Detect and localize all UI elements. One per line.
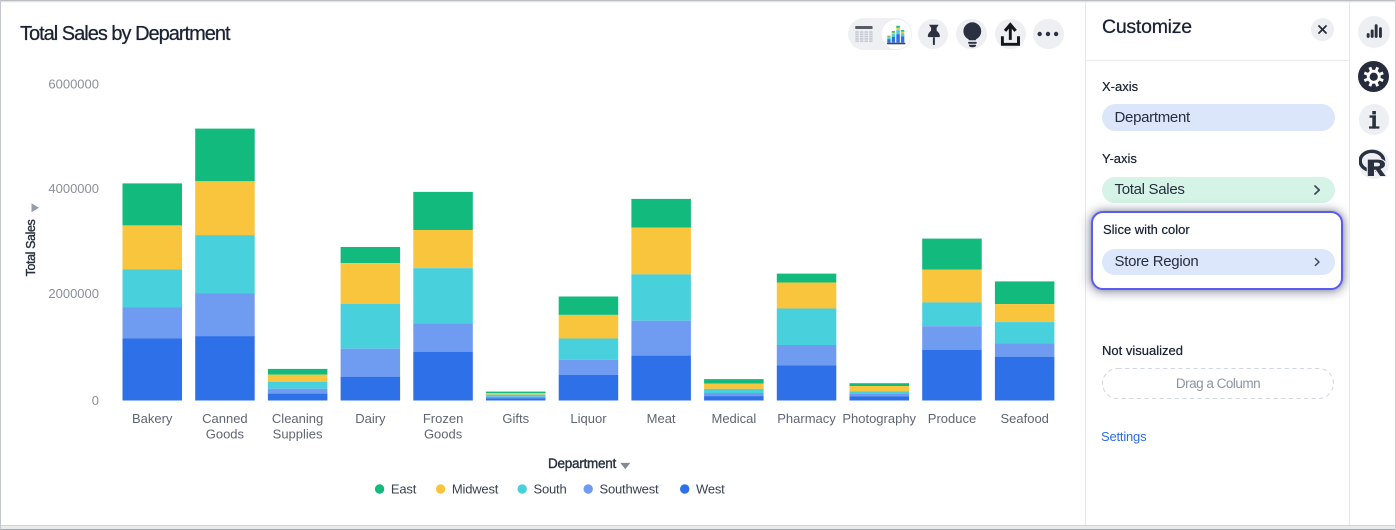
svg-text:0: 0 [92,393,99,408]
svg-text:4000000: 4000000 [48,181,99,196]
svg-text:Dairy: Dairy [355,411,386,426]
svg-text:Department: Department [548,456,617,471]
svg-text:Gifts: Gifts [502,411,529,426]
svg-text:East: East [391,482,417,497]
svg-text:Supplies: Supplies [273,427,323,442]
svg-text:Liquor: Liquor [570,411,607,426]
svg-text:West: West [696,482,725,497]
svg-text:Frozen: Frozen [423,411,463,426]
svg-text:Pharmacy: Pharmacy [777,411,836,426]
svg-text:Medical: Medical [712,411,757,426]
svg-text:Bakery: Bakery [132,411,173,426]
svg-text:Meat: Meat [647,411,676,426]
svg-text:Total Sales: Total Sales [24,219,38,276]
svg-text:Canned: Canned [202,411,248,426]
svg-text:Goods: Goods [424,427,463,442]
svg-text:2000000: 2000000 [48,286,99,301]
svg-text:Goods: Goods [206,427,245,442]
svg-text:Photography: Photography [842,411,916,426]
svg-text:6000000: 6000000 [48,77,99,92]
svg-text:Seafood: Seafood [1000,411,1048,426]
svg-text:Cleaning: Cleaning [272,411,323,426]
svg-text:Midwest: Midwest [452,482,499,497]
svg-text:Southwest: Southwest [600,482,659,497]
svg-text:Produce: Produce [928,411,976,426]
svg-text:South: South [534,482,567,497]
